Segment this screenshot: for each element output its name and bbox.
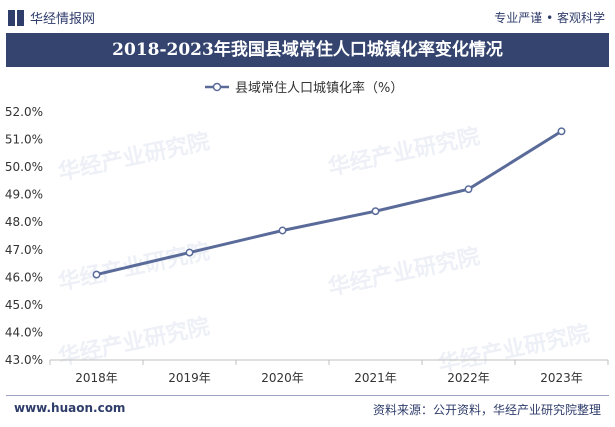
brand-name: 华经情报网 [30,12,96,27]
y-tick-label: 44.0% [5,325,43,339]
y-tick-label: 51.0% [5,133,43,147]
y-tick-label: 45.0% [5,298,43,312]
footer-website[interactable]: www.huaon.com [14,401,126,415]
legend-label: 县域常住人口城镇化率（%） [235,80,403,96]
x-tick-label: 2022年 [447,371,490,385]
y-tick-label: 43.0% [5,353,43,367]
x-tick-label: 2020年 [261,371,304,385]
brand-logo[interactable]: 华经情报网 [8,8,95,27]
x-tick-label: 2019年 [168,371,211,385]
data-point [371,207,380,216]
brand-logo-icon [8,9,24,26]
x-axis: 2018年 2019年 2020年 2021年 2022年 2023年 [49,359,609,385]
legend: 县域常住人口城镇化率（%） [205,80,403,96]
y-tick-label: 52.0% [5,105,43,119]
watermark-text: 华经产业研究院 [56,128,212,185]
watermark-text: 华经产业研究院 [436,320,592,377]
y-tick-label: 48.0% [5,215,43,229]
y-tick-label: 47.0% [5,243,43,257]
series-group [92,127,566,279]
watermark-text: 华经产业研究院 [326,123,482,180]
y-tick-label: 50.0% [5,160,43,174]
y-axis: 43.0% 44.0% 45.0% 46.0% 47.0% 48.0% 49.0% 50.0%… [5,105,43,367]
x-tick-label: 2021年 [354,371,397,385]
watermark-text: 华经产业研究院 [326,243,482,300]
footer-divider [6,395,609,396]
legend-marker [212,82,222,92]
y-tick-label: 49.0% [5,188,43,202]
footer-source: 资料来源：公开资料，华经产业研究院整理 [372,403,601,417]
data-point [557,127,566,136]
y-tick-label: 46.0% [5,270,43,284]
data-point [185,248,194,257]
page-title: 2018-2023年我国县域常住人口城镇化率变化情况 [6,33,609,67]
top-bar: 华经情报网 专业严谨 • 客观科学 [0,0,615,32]
series-line [96,130,563,277]
data-point [92,270,101,279]
x-tick-label: 2023年 [540,371,583,385]
brand-slogan: 专业严谨 • 客观科学 [494,11,605,25]
x-tick-label: 2018年 [75,371,118,385]
data-point [464,185,473,194]
watermark-text: 华经产业研究院 [56,313,212,370]
data-point [278,226,287,235]
